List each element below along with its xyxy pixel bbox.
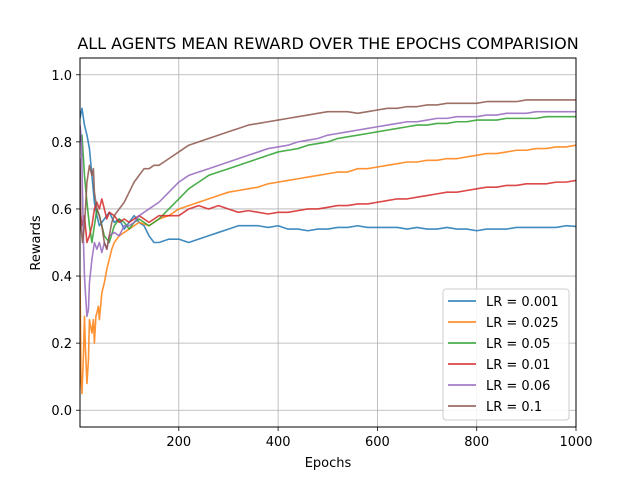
legend-label: LR = 0.001: [486, 295, 559, 310]
x-tick-label: 1000: [559, 435, 592, 450]
legend-label: LR = 0.01: [486, 358, 550, 373]
y-tick-label: 0.0: [51, 404, 72, 419]
legend: LR = 0.001 LR = 0.025 LR = 0.05 LR = 0.01 LR…: [442, 288, 570, 421]
series-line: [80, 99, 576, 251]
y-tick-label: 0.2: [51, 337, 72, 352]
y-tick-label: 0.4: [51, 270, 72, 285]
y-axis-label: Rewards: [29, 215, 44, 270]
series-line: [80, 144, 576, 395]
x-tick-label: 800: [464, 435, 489, 450]
y-axis: 0.0 0.2 0.4 0.6 0.8 1.0: [51, 69, 80, 419]
plot-frame: [79, 57, 577, 428]
chart-title: ALL AGENTS MEAN REWARD OVER THE EPOCHS C…: [77, 34, 578, 53]
series-layer: [80, 99, 576, 395]
series-line: [80, 179, 576, 244]
series-line: [80, 115, 576, 244]
x-axis: 200 400 600 800 1000: [166, 427, 593, 450]
y-tick-label: 1.0: [51, 69, 72, 84]
y-tick-label: 0.6: [51, 203, 72, 218]
plot-area: [79, 57, 577, 428]
legend-label: LR = 0.06: [486, 379, 550, 394]
y-tick-label: 0.8: [51, 136, 72, 151]
x-axis-label: Epochs: [305, 456, 352, 471]
legend-label: LR = 0.025: [486, 316, 559, 331]
legend-label: LR = 0.1: [486, 400, 542, 415]
series-line: [80, 110, 576, 318]
legend-label: LR = 0.05: [486, 337, 550, 352]
x-tick-label: 600: [365, 435, 390, 450]
series-line: [80, 107, 576, 244]
x-tick-label: 400: [266, 435, 291, 450]
x-tick-label: 200: [166, 435, 191, 450]
